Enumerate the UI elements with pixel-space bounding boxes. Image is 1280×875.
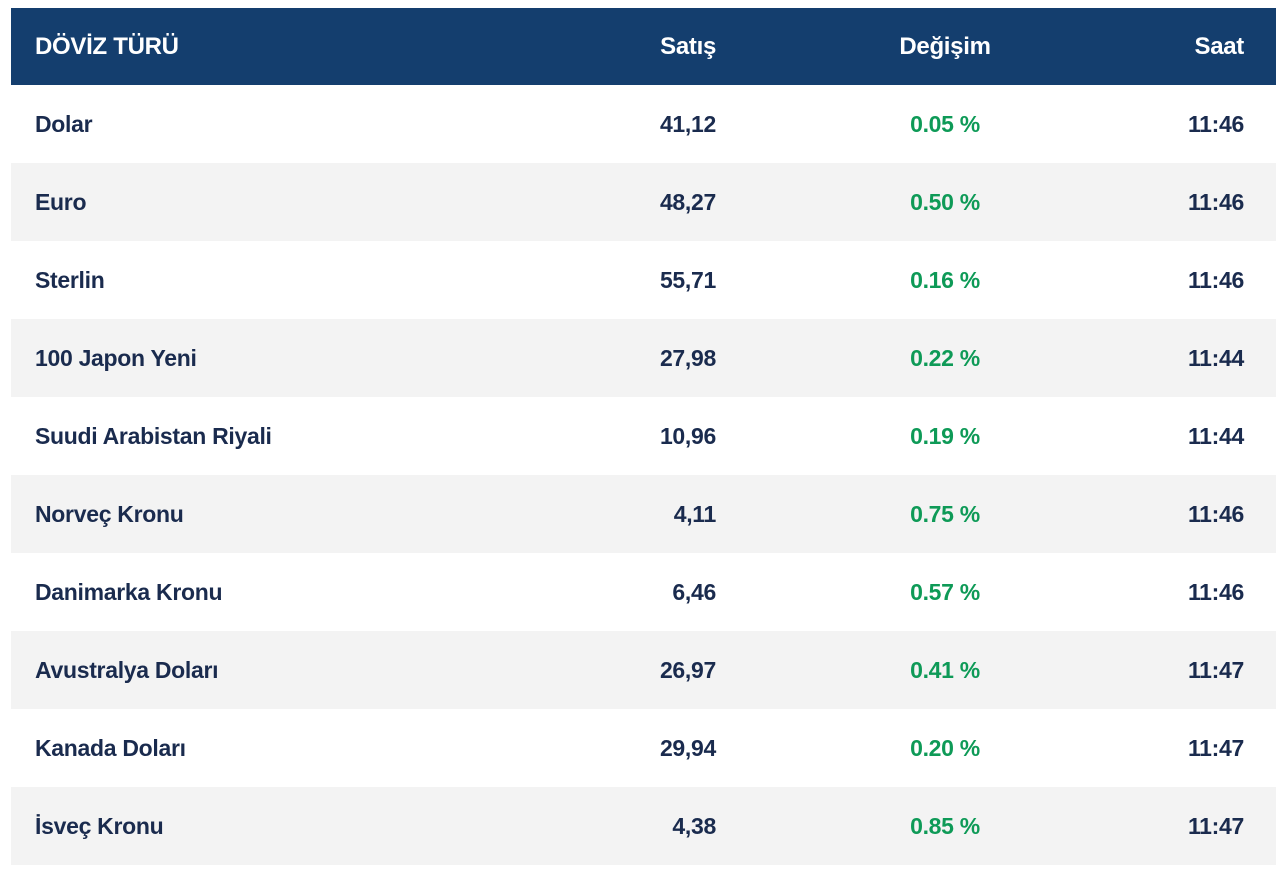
table-body: Dolar 41,12 0.05 % 11:46 Euro 48,27 0.50…	[11, 85, 1276, 865]
column-header-currency: DÖVİZ TÜRÜ	[35, 32, 179, 60]
change-percent: 0.16 %	[910, 266, 980, 293]
change-percent: 0.19 %	[910, 422, 980, 449]
column-header-time: Saat	[1194, 32, 1245, 60]
currency-name: İsveç Kronu	[35, 812, 164, 839]
update-time: 11:47	[1187, 812, 1244, 839]
sell-rate: 27,98	[659, 344, 716, 371]
column-header-sell: Satış	[660, 32, 716, 60]
table-row: Sterlin 55,71 0.16 % 11:46	[11, 241, 1276, 319]
currency-name: Avustralya Doları	[35, 656, 219, 683]
change-percent: 0.22 %	[910, 344, 980, 371]
table-row: 100 Japon Yeni 27,98 0.22 % 11:44	[11, 319, 1276, 397]
currency-name: Dolar	[35, 110, 93, 137]
change-percent: 0.57 %	[910, 578, 980, 605]
sell-rate: 6,46	[672, 578, 716, 605]
update-time: 11:46	[1187, 578, 1244, 605]
currency-name: Euro	[35, 188, 87, 215]
sell-rate: 4,11	[673, 500, 717, 527]
update-time: 11:46	[1187, 266, 1244, 293]
currency-name: Suudi Arabistan Riyali	[35, 422, 272, 449]
change-percent: 0.75 %	[910, 500, 980, 527]
update-time: 11:46	[1187, 188, 1244, 215]
currency-name: Danimarka Kronu	[35, 578, 223, 605]
table-row: İsveç Kronu 4,38 0.85 % 11:47	[11, 787, 1276, 865]
currency-name: 100 Japon Yeni	[35, 344, 197, 371]
sell-rate: 55,71	[659, 266, 716, 293]
change-percent: 0.05 %	[910, 110, 980, 137]
table-row: Kanada Doları 29,94 0.20 % 11:47	[11, 709, 1276, 787]
update-time: 11:47	[1187, 656, 1244, 683]
update-time: 11:47	[1187, 734, 1244, 761]
table-row: Dolar 41,12 0.05 % 11:46	[11, 85, 1276, 163]
table-row: Suudi Arabistan Riyali 10,96 0.19 % 11:4…	[11, 397, 1276, 475]
currency-name: Kanada Doları	[35, 734, 186, 761]
currency-name: Norveç Kronu	[35, 500, 184, 527]
update-time: 11:44	[1187, 422, 1244, 449]
currency-name: Sterlin	[35, 266, 105, 293]
sell-rate: 48,27	[659, 188, 716, 215]
update-time: 11:46	[1187, 110, 1244, 137]
table-row: Danimarka Kronu 6,46 0.57 % 11:46	[11, 553, 1276, 631]
sell-rate: 10,96	[659, 422, 716, 449]
change-percent: 0.85 %	[910, 812, 980, 839]
column-header-change: Değişim	[899, 32, 991, 60]
table-row: Euro 48,27 0.50 % 11:46	[11, 163, 1276, 241]
sell-rate: 41,12	[659, 110, 716, 137]
change-percent: 0.50 %	[910, 188, 980, 215]
update-time: 11:46	[1187, 500, 1244, 527]
sell-rate: 4,38	[672, 812, 716, 839]
table-row: Avustralya Doları 26,97 0.41 % 11:47	[11, 631, 1276, 709]
sell-rate: 29,94	[659, 734, 716, 761]
table-header: DÖVİZ TÜRÜ Satış Değişim Saat	[11, 8, 1276, 85]
change-percent: 0.20 %	[910, 734, 980, 761]
table-row: Norveç Kronu 4,11 0.75 % 11:46	[11, 475, 1276, 553]
currency-rates-widget: DÖVİZ TÜRÜ Satış Değişim Saat Dolar 41,1…	[11, 8, 1276, 865]
change-percent: 0.41 %	[910, 656, 980, 683]
update-time: 11:44	[1187, 344, 1244, 371]
sell-rate: 26,97	[659, 656, 716, 683]
